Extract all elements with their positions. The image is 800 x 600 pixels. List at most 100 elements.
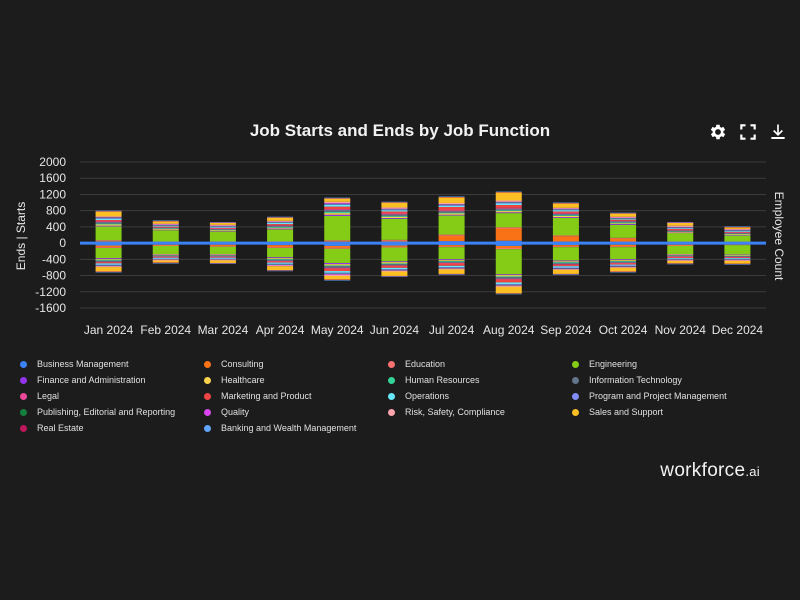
bar-segment-end[interactable] [552,268,579,270]
bar-segment-start[interactable] [724,232,751,234]
bar-segment-start[interactable] [381,216,408,218]
bar-segment-start[interactable] [381,240,408,242]
bar-segment-start[interactable] [552,207,579,209]
bar-segment-start[interactable] [438,215,465,235]
bar-segment-end[interactable] [552,273,579,275]
bar-segment-start[interactable] [610,218,637,219]
bar-segment-start[interactable] [324,209,351,212]
bar-segment-start[interactable] [495,192,522,193]
legend-item[interactable]: Education [388,357,572,371]
bar-segment-end[interactable] [724,254,751,255]
legend-item[interactable]: Quality [204,405,388,419]
bar-segment-start[interactable] [381,209,408,211]
bar-segment-end[interactable] [724,245,751,255]
bar-segment-end[interactable] [552,264,579,267]
bar-segment-start[interactable] [324,204,351,205]
bar-segment-start[interactable] [610,224,637,225]
bar-segment-end[interactable] [724,259,751,261]
bar-segment-end[interactable] [324,272,351,274]
bar-segment-start[interactable] [95,225,122,227]
bar-segment-end[interactable] [267,259,294,261]
bar-segment-start[interactable] [610,237,637,239]
bar-stack[interactable] [152,220,179,264]
bar-segment-end[interactable] [495,282,522,285]
bar-segment-start[interactable] [381,213,408,215]
bar-segment-end[interactable] [495,285,522,286]
bar-segment-start[interactable] [152,221,179,224]
bar-segment-start[interactable] [724,231,751,233]
bar-segment-start[interactable] [667,226,694,228]
bar-segment-start[interactable] [552,217,579,236]
bar-segment-start[interactable] [667,230,694,231]
bar-segment-start[interactable] [95,217,122,219]
bar-segment-start[interactable] [267,222,294,223]
bar-segment-start[interactable] [95,219,122,222]
bar-segment-end[interactable] [152,245,179,247]
bar-segment-start[interactable] [209,224,236,226]
bar-segment-end[interactable] [610,259,637,261]
bar-segment-start[interactable] [438,207,465,211]
bar-segment-end[interactable] [552,245,579,247]
bar-segment-start[interactable] [495,208,522,211]
bar-segment-end[interactable] [724,263,751,265]
bar-segment-end[interactable] [381,263,408,265]
bar-segment-end[interactable] [667,263,694,265]
bar-segment-end[interactable] [267,247,294,248]
bar-segment-end[interactable] [267,265,294,266]
bar-segment-end[interactable] [381,270,408,272]
bar-segment-start[interactable] [724,229,751,231]
bar-segment-start[interactable] [495,202,522,203]
bar-segment-end[interactable] [95,264,122,266]
bar-segment-end[interactable] [610,244,637,247]
bar-segment-end[interactable] [95,245,122,248]
bar-segment-end[interactable] [610,263,637,265]
bar-segment-start[interactable] [324,213,351,215]
bar-segment-end[interactable] [610,271,637,273]
bar-segment-end[interactable] [667,254,694,256]
bar-segment-end[interactable] [324,248,351,263]
bar-segment-start[interactable] [209,229,236,231]
bar-segment-end[interactable] [267,264,294,266]
bar-segment-end[interactable] [209,258,236,260]
bar-segment-end[interactable] [438,245,465,247]
legend-item[interactable]: Legal [20,389,204,403]
bar-segment-start[interactable] [552,210,579,212]
bar-segment-end[interactable] [438,246,465,248]
bar-segment-end[interactable] [667,255,694,257]
bar-segment-start[interactable] [381,239,408,241]
bar-segment-start[interactable] [267,228,294,230]
bar-segment-start[interactable] [267,216,294,218]
gear-icon[interactable] [708,122,728,142]
bar-segment-end[interactable] [381,265,408,266]
bar-segment-start[interactable] [495,202,522,204]
bar-segment-start[interactable] [495,210,522,212]
bar-segment-start[interactable] [610,221,637,223]
bar-segment-start[interactable] [152,223,179,225]
bar-segment-start[interactable] [724,230,751,232]
bar-segment-end[interactable] [209,259,236,261]
bar-segment-end[interactable] [667,254,694,255]
expand-icon[interactable] [738,122,758,142]
bar-segment-end[interactable] [438,263,465,266]
bar-segment-end[interactable] [95,259,122,261]
bar-segment-start[interactable] [438,205,465,208]
bar-segment-start[interactable] [667,222,694,226]
bar-segment-start[interactable] [267,221,294,223]
bar-segment-end[interactable] [152,254,179,255]
bar-segment-end[interactable] [667,244,694,246]
bar-segment-start[interactable] [381,214,408,216]
bar-segment-start[interactable] [381,207,408,209]
bar-segment-end[interactable] [152,257,179,259]
bar-segment-end[interactable] [209,254,236,255]
bar-segment-end[interactable] [267,258,294,260]
bar-segment-start[interactable] [209,228,236,230]
bar-segment-end[interactable] [381,276,408,277]
bar-segment-end[interactable] [209,256,236,258]
bar-segment-start[interactable] [438,204,465,206]
bar-segment-start[interactable] [610,223,637,225]
bar-segment-end[interactable] [381,265,408,268]
bar-segment-end[interactable] [724,260,751,264]
bar-stack[interactable] [552,202,579,275]
bar-segment-end[interactable] [152,256,179,257]
bar-segment-end[interactable] [381,261,408,263]
